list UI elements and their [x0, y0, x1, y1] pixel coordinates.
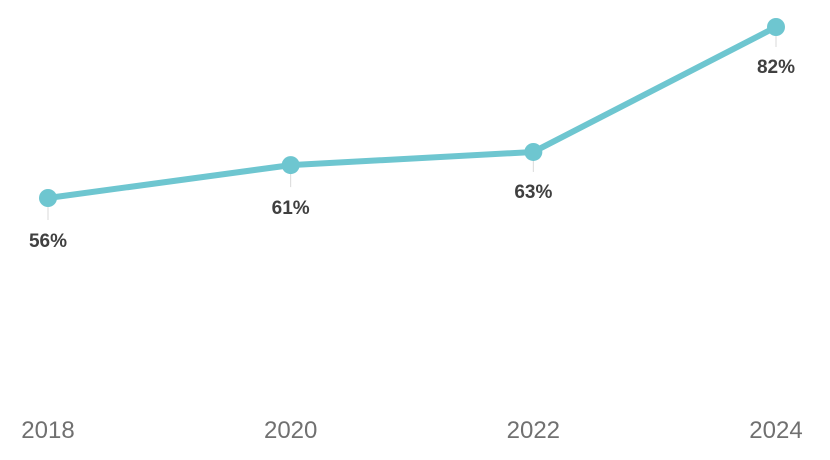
leader-lines	[47, 27, 777, 220]
x-tick-label-2020: 2020	[264, 417, 317, 444]
data-point-2018[interactable]	[39, 189, 57, 207]
series-group	[45, 24, 779, 201]
data-label-2024: 82%	[757, 57, 795, 78]
data-labels: 56% 61% 63% 82%	[29, 57, 795, 252]
x-tick-label-2024: 2024	[749, 417, 802, 444]
x-axis: 2018 2020 2022 2024	[21, 417, 802, 444]
data-point-2020[interactable]	[281, 156, 300, 175]
data-point-2022[interactable]	[524, 142, 543, 161]
data-point-2024[interactable]	[767, 18, 785, 36]
data-points	[39, 18, 785, 207]
data-label-2022: 63%	[514, 182, 552, 203]
data-label-2018: 56%	[29, 231, 67, 252]
x-tick-label-2018: 2018	[21, 417, 74, 444]
series-line	[45, 24, 779, 201]
x-tick-label-2022: 2022	[507, 417, 560, 444]
data-label-2020: 61%	[272, 198, 310, 219]
